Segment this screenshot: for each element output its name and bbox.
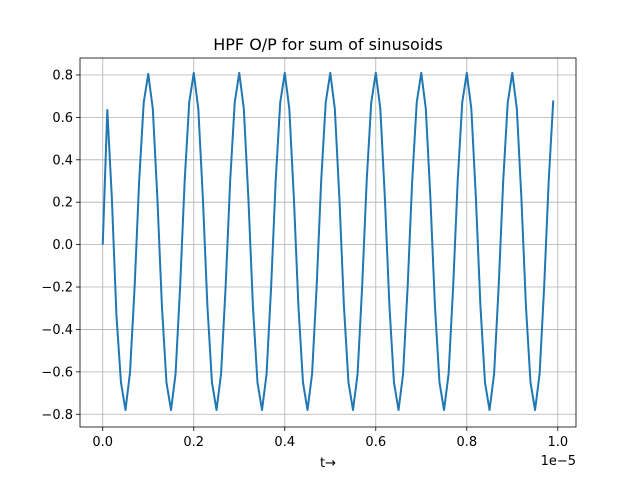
x-tick-label: 0.4 — [274, 435, 295, 450]
x-tick-label: 0.8 — [456, 435, 477, 450]
plot-frame — [79, 57, 577, 428]
x-tick-label: 1.0 — [547, 435, 568, 450]
series-line — [101, 71, 555, 412]
x-axis: 0.0 0.2 0.4 0.6 0.8 1.0 — [92, 427, 568, 450]
x-axis-label: t→ — [320, 456, 336, 471]
y-tick-label: −0.2 — [41, 281, 73, 296]
grid — [80, 58, 576, 427]
series-layer — [101, 71, 555, 412]
y-axis: −0.8 −0.6 −0.4 −0.2 0.0 0.2 0.4 0.6 0.8 — [41, 68, 80, 423]
x-tick-label: 0.2 — [183, 435, 204, 450]
y-tick-label: −0.6 — [41, 365, 73, 380]
y-tick-label: 0.2 — [52, 196, 73, 211]
y-tick-label: −0.4 — [41, 323, 73, 338]
y-tick-label: 0.6 — [52, 111, 73, 126]
x-tick-label: 0.0 — [92, 435, 113, 450]
y-tick-label: 0.4 — [52, 153, 73, 168]
y-tick-label: −0.8 — [41, 408, 73, 423]
x-offset-text: 1e−5 — [541, 454, 576, 469]
chart-title: HPF O/P for sum of sinusoids — [213, 35, 443, 54]
y-tick-label: 0.8 — [52, 68, 73, 83]
y-tick-label: 0.0 — [52, 238, 73, 253]
x-tick-label: 0.6 — [365, 435, 386, 450]
